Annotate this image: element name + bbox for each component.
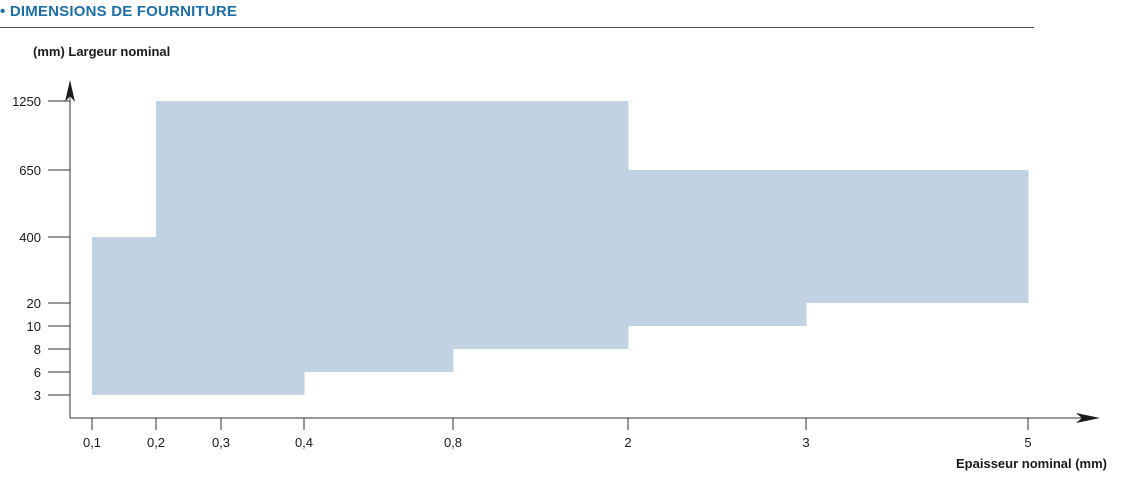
y-tick-label: 20: [27, 296, 41, 311]
section-title: • DIMENSIONS DE FOURNITURE: [0, 3, 238, 20]
y-tick-label: 650: [19, 163, 41, 178]
region-step-4: [453, 101, 629, 349]
section-header: • DIMENSIONS DE FOURNITURE: [0, 0, 1034, 30]
region-step-6: [806, 170, 1029, 303]
region-step-5: [628, 170, 807, 326]
x-axis-arrow-icon: [1076, 413, 1100, 423]
y-tick-label: 8: [34, 342, 41, 357]
y-axis-arrow-icon: [65, 80, 75, 102]
x-axis-label: Epaisseur nominal (mm): [956, 456, 1107, 471]
y-tick-label: 10: [27, 319, 41, 334]
x-tick-label: 3: [802, 435, 809, 450]
axes: [65, 80, 1100, 423]
region-step-3: [304, 101, 454, 372]
x-tick-label: 0,1: [83, 435, 101, 450]
supply-region: [92, 101, 1029, 395]
x-tick-label: 0,3: [212, 435, 230, 450]
header-divider: [0, 27, 1034, 28]
region-step-2: [156, 101, 305, 395]
y-tick-label: 400: [19, 230, 41, 245]
y-tick-label: 1250: [12, 94, 41, 109]
x-tick-label: 2: [624, 435, 631, 450]
ticks: 0,1 0,2 0,3 0,4 0,8 2 3 5 3 6 8 10 20 400 650 1250: [12, 94, 1032, 450]
x-tick-label: 0,2: [147, 435, 165, 450]
region-step-1: [92, 237, 157, 395]
y-tick-label: 6: [34, 365, 41, 380]
x-tick-label: 5: [1024, 435, 1031, 450]
y-tick-label: 3: [34, 388, 41, 403]
x-tick-label: 0,4: [295, 435, 313, 450]
x-tick-label: 0,8: [444, 435, 462, 450]
y-axis-label: (mm) Largeur nominal: [33, 44, 171, 59]
